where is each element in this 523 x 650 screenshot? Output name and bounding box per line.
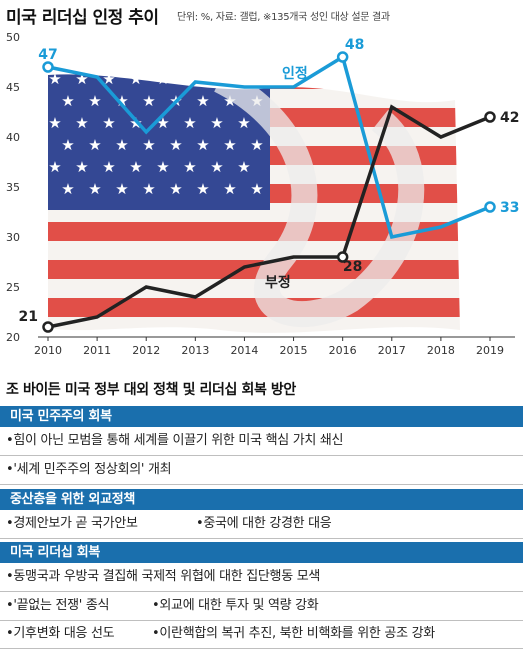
list-item-text: •중국에 대한 강경한 대응 [196, 516, 332, 531]
value-label-disapprove-2010: 21 [19, 309, 38, 325]
y-axis-ticks: 20 25 30 35 40 45 50 [6, 31, 20, 344]
value-label-disapprove-2016: 28 [343, 259, 362, 275]
y-tick-label: 30 [6, 231, 20, 244]
list-item: •'세계 민주주의 정상회의' 개최 [0, 456, 523, 485]
x-tick-label: 2012 [132, 344, 160, 357]
list-item-text: •힘이 아닌 모범을 통해 세계를 이끌기 위한 미국 핵심 가치 쇄신 [6, 433, 344, 448]
list-item: •기후변화 대응 선도 •이란핵합의 복귀 추진, 북한 비핵화를 위한 공조 … [0, 620, 523, 649]
line-chart: ★ ★ ★ ★ ★ ★ ★ ★★ ★ ★ ★ ★ ★ ★ ★★ ★ ★ ★ ★ ★ ★ ★★ ★ ★ ★ ★ ★ ★ ★★ ★ ★ ★ ★ ★ ★ ★… [6, 31, 519, 357]
list-item-text: •외교에 대한 투자 및 역량 강화 [152, 598, 319, 613]
data-point-approve [484, 201, 496, 213]
svg-text:★: ★ [75, 70, 88, 88]
data-point-approve [42, 61, 54, 73]
svg-text:★: ★ [183, 114, 196, 132]
svg-text:★: ★ [61, 136, 74, 154]
y-tick-label: 35 [6, 181, 20, 194]
svg-text:★: ★ [61, 92, 74, 110]
plan-section-title: 조 바이든 미국 정부 대외 정책 및 리더십 회복 방안 [6, 382, 296, 398]
svg-text:★: ★ [48, 70, 61, 88]
svg-text:★: ★ [75, 114, 88, 132]
us-flag-background: ★ ★ ★ ★ ★ ★ ★ ★★ ★ ★ ★ ★ ★ ★ ★★ ★ ★ ★ ★ ★ ★ ★★ ★ ★ ★ ★ ★ ★ ★★ ★ ★ ★ ★ ★ ★ ★… [48, 70, 460, 333]
list-item-text: •'세계 민주주의 정상회의' 개최 [6, 462, 172, 477]
x-tick-label: 2018 [427, 344, 455, 357]
svg-text:★: ★ [210, 114, 223, 132]
list-item-text: •기후변화 대응 선도 [6, 626, 115, 641]
list-item: •'끝없는 전쟁' 종식 •외교에 대한 투자 및 역량 강화 [0, 592, 523, 621]
value-label-approve-2016: 48 [345, 37, 364, 53]
data-point-disapprove [336, 251, 349, 263]
list-item: •동맹국과 우방국 결집해 국제적 위협에 대한 집단행동 모색 [0, 563, 523, 592]
series-line-disapprove [47, 104, 491, 329]
svg-text:★: ★ [210, 158, 223, 176]
x-axis-ticks: 2010 2011 2012 2013 2014 2015 2016 2017 2018 2019 [34, 337, 504, 357]
value-label-approve-2019: 33 [500, 200, 519, 216]
svg-text:★: ★ [183, 158, 196, 176]
svg-text:★: ★ [142, 136, 155, 154]
value-label-disapprove-2019: 42 [500, 110, 519, 126]
svg-text:★: ★ [48, 158, 61, 176]
svg-text:★: ★ [196, 180, 209, 198]
svg-text:★: ★ [156, 70, 169, 88]
data-point-approve [336, 51, 349, 63]
y-tick-label: 25 [6, 281, 20, 294]
chart-source-note: 단위: %, 자료: 갤럽, ※135개국 성인 대상 설문 결과 [177, 12, 390, 23]
x-tick-label: 2015 [280, 344, 308, 357]
svg-text:★: ★ [223, 136, 236, 154]
data-point-disapprove [42, 321, 54, 333]
series-name-approve: 인정 [282, 65, 308, 82]
svg-text:★: ★ [88, 136, 101, 154]
svg-text:★: ★ [156, 158, 169, 176]
x-tick-label: 2010 [34, 344, 62, 357]
svg-text:★: ★ [142, 92, 155, 110]
svg-text:★: ★ [88, 92, 101, 110]
data-point-disapprove [484, 111, 496, 123]
y-tick-label: 40 [6, 131, 20, 144]
svg-text:★: ★ [115, 92, 128, 110]
svg-text:★: ★ [48, 114, 61, 132]
svg-text:★: ★ [169, 136, 182, 154]
svg-text:★: ★ [129, 70, 142, 88]
x-tick-label: 2013 [181, 344, 209, 357]
svg-text:★: ★ [237, 114, 250, 132]
list-item: •힘이 아닌 모범을 통해 세계를 이끌기 위한 미국 핵심 가치 쇄신 [0, 427, 523, 456]
list-item: •경제안보가 곧 국가안보 •중국에 대한 강경한 대응 [0, 510, 523, 539]
x-tick-label: 2014 [230, 344, 258, 357]
list-item-text: •경제안보가 곧 국가안보 [6, 516, 138, 531]
svg-text:★: ★ [196, 136, 209, 154]
svg-text:★: ★ [250, 180, 263, 198]
list-item-text: •'끝없는 전쟁' 종식 [6, 598, 110, 613]
list-item-text: •동맹국과 우방국 결집해 국제적 위협에 대한 집단행동 모색 [6, 569, 321, 584]
series-name-disapprove: 부정 [265, 274, 291, 291]
svg-text:★: ★ [115, 136, 128, 154]
svg-text:★: ★ [250, 136, 263, 154]
y-tick-label: 50 [6, 31, 20, 44]
y-tick-label: 20 [6, 331, 20, 344]
series-line-approve [47, 54, 491, 240]
svg-text:★: ★ [75, 158, 88, 176]
svg-text:★: ★ [237, 158, 250, 176]
svg-text:★: ★ [115, 180, 128, 198]
y-tick-label: 45 [6, 81, 20, 94]
group-header-leadership: 미국 리더십 회복 [0, 542, 523, 563]
list-item-text: •이란핵합의 복귀 추진, 북한 비핵화를 위한 공조 강화 [152, 626, 435, 641]
x-tick-label: 2016 [329, 344, 357, 357]
svg-text:★: ★ [142, 180, 155, 198]
svg-text:★: ★ [223, 180, 236, 198]
x-tick-label: 2011 [83, 344, 111, 357]
chart-title: 미국 리더십 인정 추이 [6, 8, 159, 28]
group-header-middle-class: 중산층을 위한 외교정책 [0, 489, 523, 510]
svg-text:★: ★ [129, 158, 142, 176]
svg-text:★: ★ [102, 158, 115, 176]
svg-text:★: ★ [61, 180, 74, 198]
svg-text:★: ★ [196, 92, 209, 110]
group-header-democracy: 미국 민주주의 회복 [0, 406, 523, 427]
x-tick-label: 2017 [378, 344, 406, 357]
svg-text:★: ★ [102, 114, 115, 132]
value-label-approve-2010: 47 [38, 47, 57, 63]
x-tick-label: 2019 [476, 344, 504, 357]
svg-text:★: ★ [169, 180, 182, 198]
svg-text:★: ★ [88, 180, 101, 198]
